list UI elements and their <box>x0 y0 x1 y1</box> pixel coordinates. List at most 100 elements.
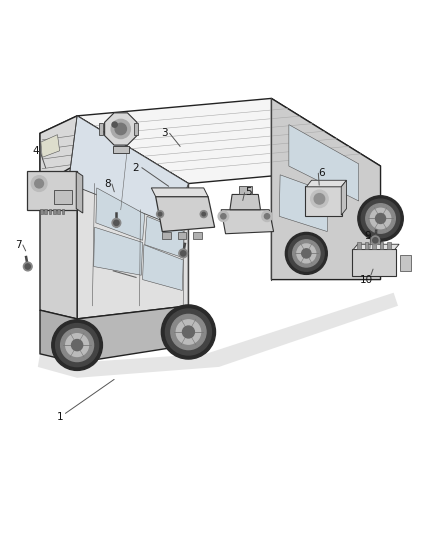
FancyBboxPatch shape <box>40 208 42 214</box>
FancyBboxPatch shape <box>62 208 64 214</box>
Circle shape <box>31 176 47 191</box>
Circle shape <box>114 220 119 225</box>
FancyBboxPatch shape <box>193 231 201 239</box>
Circle shape <box>25 264 30 269</box>
FancyBboxPatch shape <box>177 231 186 239</box>
Circle shape <box>179 249 187 258</box>
Circle shape <box>161 305 215 359</box>
Polygon shape <box>145 216 184 258</box>
Circle shape <box>171 314 206 350</box>
Polygon shape <box>40 116 77 183</box>
Circle shape <box>293 240 320 267</box>
Circle shape <box>71 340 83 351</box>
FancyBboxPatch shape <box>54 190 72 204</box>
Circle shape <box>218 211 229 222</box>
Circle shape <box>265 214 270 219</box>
Polygon shape <box>151 188 208 197</box>
Circle shape <box>180 251 186 256</box>
Text: 4: 4 <box>32 146 39 156</box>
Circle shape <box>311 190 328 207</box>
Polygon shape <box>143 245 183 290</box>
FancyBboxPatch shape <box>27 171 77 209</box>
Polygon shape <box>306 180 346 187</box>
Polygon shape <box>239 185 252 195</box>
Circle shape <box>361 199 400 238</box>
Polygon shape <box>77 306 188 362</box>
Text: 10: 10 <box>360 274 373 285</box>
FancyBboxPatch shape <box>134 123 138 135</box>
Polygon shape <box>94 227 143 275</box>
Polygon shape <box>272 99 381 280</box>
FancyBboxPatch shape <box>99 123 103 135</box>
Polygon shape <box>279 175 328 231</box>
Circle shape <box>56 324 99 367</box>
Polygon shape <box>221 210 274 234</box>
Circle shape <box>371 236 380 245</box>
FancyBboxPatch shape <box>57 208 60 214</box>
Circle shape <box>112 122 117 127</box>
Circle shape <box>375 214 385 223</box>
Circle shape <box>115 123 127 135</box>
FancyBboxPatch shape <box>387 241 391 249</box>
Circle shape <box>200 211 207 217</box>
Circle shape <box>166 309 212 355</box>
Polygon shape <box>96 188 145 240</box>
Polygon shape <box>113 147 129 153</box>
Circle shape <box>202 212 205 216</box>
FancyBboxPatch shape <box>44 208 47 214</box>
Circle shape <box>314 193 325 204</box>
Circle shape <box>35 179 43 188</box>
Polygon shape <box>77 116 188 319</box>
Polygon shape <box>40 116 77 319</box>
Circle shape <box>366 204 396 233</box>
Polygon shape <box>230 195 261 210</box>
Polygon shape <box>341 180 346 215</box>
Polygon shape <box>105 113 137 145</box>
Polygon shape <box>68 116 188 225</box>
FancyBboxPatch shape <box>365 241 368 249</box>
Text: 7: 7 <box>15 240 21 249</box>
Circle shape <box>358 196 403 241</box>
Circle shape <box>221 214 226 219</box>
FancyBboxPatch shape <box>357 241 361 249</box>
Polygon shape <box>38 293 398 378</box>
Circle shape <box>289 236 324 271</box>
Circle shape <box>112 219 121 227</box>
FancyBboxPatch shape <box>53 208 56 214</box>
Text: 3: 3 <box>161 128 168 139</box>
Text: 5: 5 <box>245 187 252 197</box>
Text: 2: 2 <box>133 163 139 173</box>
Circle shape <box>176 320 201 344</box>
Circle shape <box>156 211 163 217</box>
FancyBboxPatch shape <box>380 241 383 249</box>
Circle shape <box>111 119 131 139</box>
FancyBboxPatch shape <box>399 255 411 271</box>
Text: 9: 9 <box>364 231 371 241</box>
FancyBboxPatch shape <box>372 241 376 249</box>
Circle shape <box>23 262 32 271</box>
Circle shape <box>183 326 194 338</box>
Circle shape <box>297 244 316 263</box>
FancyBboxPatch shape <box>353 248 396 276</box>
FancyBboxPatch shape <box>49 208 51 214</box>
Polygon shape <box>289 125 359 201</box>
Text: 1: 1 <box>57 412 63 422</box>
Circle shape <box>371 208 391 229</box>
Circle shape <box>66 334 88 357</box>
Polygon shape <box>68 195 78 207</box>
Text: 8: 8 <box>104 179 111 189</box>
FancyBboxPatch shape <box>162 231 171 239</box>
Circle shape <box>158 212 162 216</box>
Circle shape <box>286 232 327 274</box>
Circle shape <box>302 249 311 258</box>
Polygon shape <box>77 99 381 183</box>
Circle shape <box>373 238 378 243</box>
Polygon shape <box>41 135 60 157</box>
Circle shape <box>52 320 102 370</box>
Polygon shape <box>353 244 399 249</box>
Circle shape <box>60 329 94 361</box>
FancyBboxPatch shape <box>305 186 342 216</box>
Polygon shape <box>76 172 83 213</box>
Text: 6: 6 <box>318 168 325 177</box>
Circle shape <box>262 211 272 222</box>
